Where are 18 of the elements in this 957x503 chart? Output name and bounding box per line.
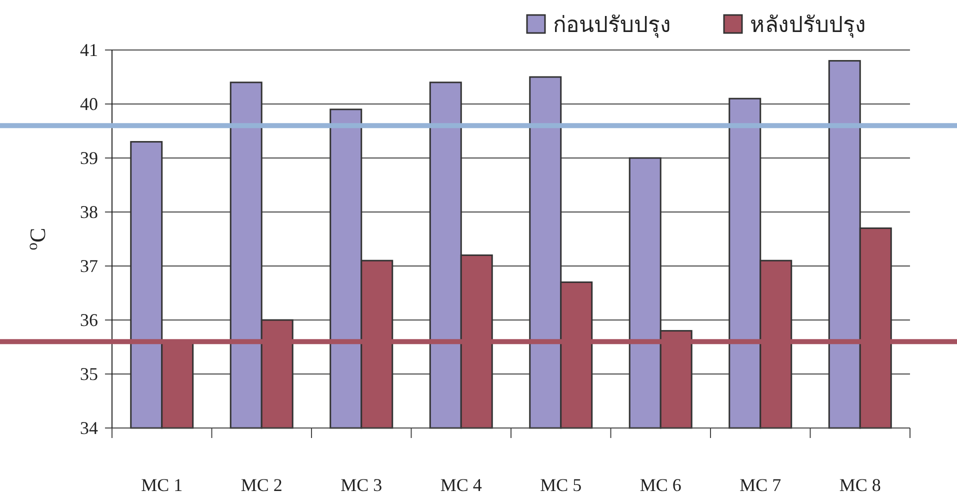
legend-label: ก่อนปรับปรุง: [553, 12, 671, 38]
y-tick-label: 40: [80, 94, 98, 114]
x-tick-label: MC 8: [839, 475, 881, 495]
y-tick-label: 36: [80, 310, 98, 330]
y-tick-label: 35: [80, 364, 98, 384]
legend-label: หลังปรับปรุง: [750, 12, 866, 38]
x-tick-label: MC 1: [141, 475, 183, 495]
y-tick-label: 39: [80, 148, 98, 168]
y-tick-label: 41: [80, 40, 98, 60]
y-tick-label: 37: [80, 256, 98, 276]
x-tick-label: MC 7: [740, 475, 782, 495]
x-tick-label: MC 2: [240, 475, 282, 495]
y-tick-label: 38: [80, 202, 98, 222]
x-tick-label: MC 3: [340, 475, 382, 495]
x-tick-label: MC 5: [540, 475, 582, 495]
x-tick-label: MC 6: [640, 475, 682, 495]
y-tick-label: 34: [80, 418, 98, 438]
x-tick-label: MC 4: [440, 475, 482, 495]
